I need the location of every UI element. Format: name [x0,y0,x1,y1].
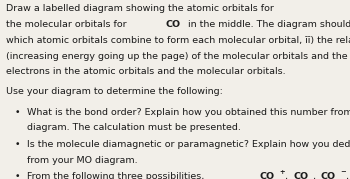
Text: CO: CO [165,20,180,29]
Text: What is the bond order? Explain how you obtained this number from your MO: What is the bond order? Explain how you … [27,108,350,117]
Text: electrons in the atomic orbitals and the molecular orbitals.: electrons in the atomic orbitals and the… [6,67,285,76]
Text: diagram. The calculation must be presented.: diagram. The calculation must be present… [27,123,241,132]
Text: in the middle. The diagram should clearly show: ĭ): in the middle. The diagram should clearl… [185,20,350,29]
Text: ,: , [286,172,292,179]
Text: , determine which has the: , determine which has the [346,172,350,179]
Text: CO: CO [321,172,336,179]
Text: which atomic orbitals combine to form each molecular orbital, ĭĭ) the relative p: which atomic orbitals combine to form ea… [6,36,350,45]
Text: +: + [279,169,285,175]
Text: From the following three possibilities,: From the following three possibilities, [27,172,208,179]
Text: CO: CO [260,172,275,179]
Text: •: • [15,108,20,117]
Text: ,: , [313,172,319,179]
Text: CO: CO [293,172,308,179]
Text: Use your diagram to determine the following:: Use your diagram to determine the follow… [6,87,223,96]
Text: (increasing energy going up the page) of the molecular orbitals and the location: (increasing energy going up the page) of… [6,52,350,61]
Text: Is the molecule diamagnetic or paramagnetic? Explain how you deduced this: Is the molecule diamagnetic or paramagne… [27,140,350,149]
Text: Draw a labelled diagram showing the atomic orbitals for: Draw a labelled diagram showing the atom… [6,4,277,13]
Text: •: • [15,140,20,149]
Text: •: • [15,172,20,179]
Text: from your MO diagram.: from your MO diagram. [27,156,138,165]
Text: the molecular orbitals for: the molecular orbitals for [6,20,129,29]
Text: −: − [340,169,345,175]
